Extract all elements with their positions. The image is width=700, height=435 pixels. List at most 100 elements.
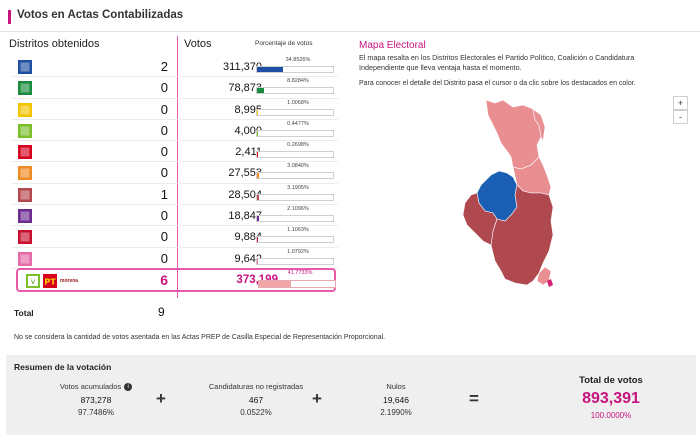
party-row[interactable]: 0 9,884 1.1063%: [12, 226, 338, 248]
section-header: Votos en Actas Contabilizadas: [0, 0, 700, 32]
votes-accumulated-label-text: Votos acumulados: [59, 382, 122, 391]
party-results-list: 2 311,370 34.8526% 0 78,873 8.8284% 0 8,995 1.00…: [12, 56, 338, 269]
summary-title: Resumen de la votación: [14, 362, 112, 372]
party-votes: 8,995: [234, 103, 262, 116]
party-votes: 4,000: [234, 124, 262, 137]
morena-logo-icon: [18, 187, 32, 202]
unregistered-candidates-label: Candidaturas no registradas: [208, 382, 304, 391]
coalition-row[interactable]: V PT morena 6 373,199 41.7733%: [16, 268, 336, 292]
party-percentage-bar: [256, 129, 334, 137]
map-title: Mapa Electoral: [359, 40, 426, 51]
party-seats: 0: [160, 229, 168, 245]
coalition-percentage: 41.7733%: [287, 270, 313, 276]
party-percentage: 0.4477%: [287, 120, 309, 127]
null-votes-percentage: 2.1990%: [380, 408, 412, 417]
party-votes: 9,642: [234, 252, 262, 265]
section-title: Votos en Actas Contabilizadas: [17, 9, 184, 21]
party-percentage-bar-fill: [257, 67, 284, 72]
party-percentage-bar-fill: [257, 88, 264, 94]
party-percentage-bar-fill: [257, 194, 260, 200]
column-header-votes: Votos: [184, 38, 212, 50]
total-votes: Total de votos 893,391 100.0000%: [551, 375, 671, 420]
coalition-percentage-bar-fill: [259, 281, 291, 287]
party-percentage: 3.1905%: [287, 184, 309, 191]
total-votes-value: 893,391: [582, 390, 640, 407]
party-row[interactable]: 0 18,847 2.1096%: [12, 205, 338, 227]
party-percentage-bar-fill: [257, 173, 260, 179]
total-votes-percentage: 100.0000%: [590, 411, 632, 420]
pvem-logo-icon: V: [26, 274, 40, 288]
party-percentage-bar: [256, 87, 334, 95]
party-percentage: 2.1096%: [287, 206, 309, 213]
prd-logo-icon: [18, 102, 32, 117]
electoral-map: [462, 99, 554, 287]
votes-accumulated-label: Votos acumulados i: [46, 382, 146, 391]
header-accent: [8, 10, 11, 24]
unregistered-candidates: Candidaturas no registradas 467 0.0522%: [201, 382, 311, 417]
zoom-in-button[interactable]: +: [673, 96, 688, 110]
zoom-out-button[interactable]: -: [673, 110, 688, 124]
party-seats: 2: [160, 59, 168, 74]
party-seats: 0: [160, 250, 168, 266]
party-percentage: 34.8526%: [285, 57, 311, 63]
party-votes: 28,504: [228, 188, 262, 201]
svg-text:V: V: [31, 279, 36, 286]
party-votes: 311,370: [223, 61, 262, 73]
info-icon[interactable]: i: [124, 383, 133, 391]
votes-accumulated: Votos acumulados i 873,278 97.7486%: [46, 382, 146, 417]
map-instructions: Para conocer el detalle del Distrito pas…: [359, 80, 636, 87]
party-row[interactable]: 0 8,995 1.0068%: [12, 99, 338, 120]
district-north-east[interactable]: [532, 108, 546, 142]
party-row[interactable]: 0 27,553 3.0840%: [12, 162, 338, 184]
district-highlight-morena[interactable]: [547, 279, 553, 287]
district-north-west[interactable]: [485, 99, 542, 170]
party-percentage: 3.0840%: [287, 163, 309, 170]
party-percentage-bar-fill: [257, 258, 259, 264]
party-seats: 0: [160, 144, 168, 160]
party-row[interactable]: 0 4,000 0.4477%: [12, 120, 338, 142]
party-percentage-bar: [256, 193, 334, 201]
null-votes: Nulos 19,646 2.1990%: [351, 382, 441, 417]
party-row[interactable]: 0 78,873 8.8284%: [12, 77, 338, 99]
district-south-west[interactable]: [462, 192, 498, 246]
column-divider: [177, 36, 178, 298]
party-votes: 18,847: [228, 210, 262, 223]
party-percentage: 8.8284%: [287, 78, 309, 85]
mc-logo-icon: [18, 166, 32, 181]
fxm-logo-icon: [18, 251, 32, 266]
district-south[interactable]: [490, 184, 554, 286]
total-votes-label: Total de votos: [579, 375, 643, 386]
party-seats: 0: [160, 80, 168, 96]
party-percentage-bar-fill: [257, 216, 259, 222]
unregistered-candidates-percentage: 0.0522%: [240, 408, 272, 417]
party-row[interactable]: 1 28,504 3.1905%: [12, 184, 338, 206]
coalition-logos: V PT morena: [26, 273, 78, 289]
total-label: Total: [14, 308, 34, 318]
morena-logo-text: morena: [60, 278, 79, 284]
coalition-percentage-bar: [258, 280, 336, 288]
party-percentage-bar: [256, 172, 334, 180]
votes-accumulated-value: 873,278: [80, 395, 112, 405]
party-percentage: 1.0792%: [287, 248, 309, 255]
party-row[interactable]: 0 2,411 0.2698%: [12, 141, 338, 163]
party-row[interactable]: 0 9,642 1.0792%: [12, 248, 338, 269]
party-row[interactable]: 2 311,370 34.8526%: [12, 56, 338, 78]
null-votes-label: Nulos: [386, 382, 406, 391]
pri-logo-icon: [18, 81, 32, 96]
party-seats: 1: [160, 186, 168, 202]
party-percentage-bar: [256, 215, 334, 223]
pt-logo-icon: [18, 145, 32, 160]
pt-logo-icon: PT: [43, 274, 57, 288]
map-description: El mapa resalta en los Distritos Elector…: [359, 53, 635, 73]
plus-sign: +: [312, 389, 322, 408]
party-percentage-bar: [256, 66, 334, 73]
party-percentage-bar-fill: [257, 237, 259, 243]
party-percentage-bar-fill: [257, 130, 259, 136]
column-header-districts: Distritos obtenidos: [9, 38, 100, 50]
party-percentage: 0.2698%: [287, 142, 309, 149]
party-votes: 78,873: [228, 82, 262, 95]
rsp-logo-icon: [18, 230, 32, 245]
party-seats: 0: [160, 101, 168, 117]
party-percentage-bar: [256, 236, 334, 244]
svg-text:PT: PT: [44, 278, 56, 287]
